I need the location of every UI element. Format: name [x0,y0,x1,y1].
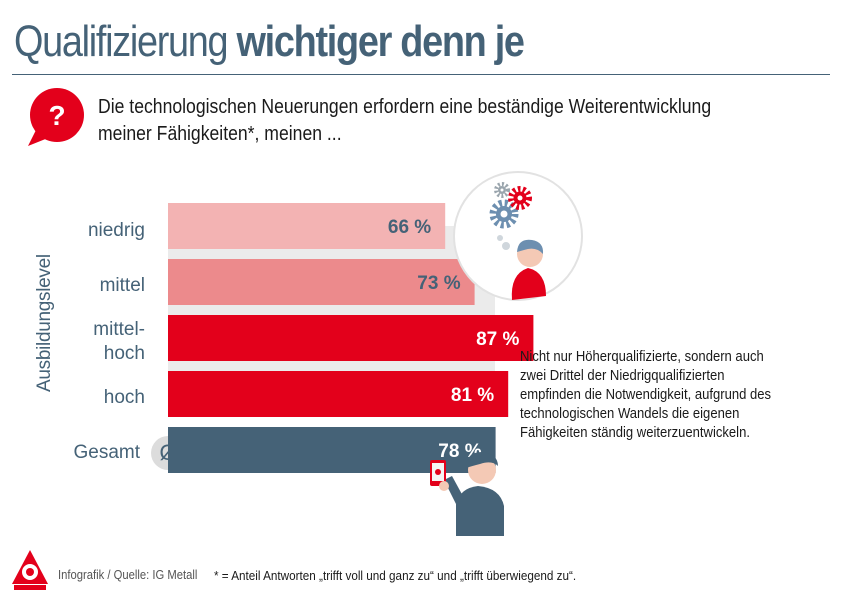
bar-value-label: 81 % [451,385,494,406]
bar-hoch [168,371,509,417]
question-bubble-icon: ? [28,88,84,146]
category-label-gesamt: Gesamt [73,442,140,463]
question-line-2: meiner Fähigkeiten*, meinen ... [98,123,342,145]
note-line: Fähigkeiten ständig weiterzuentwickeln. [520,425,750,441]
thinking-person-illustration [453,171,583,301]
title-light: Qualifizierung [14,17,229,66]
question-line-1: Die technologischen Neuerungen erfordern… [98,96,712,118]
bar-value-label: 73 % [417,273,460,294]
person-with-phone-illustration [430,452,504,536]
category-label-niedrig: niedrig [87,220,145,241]
note-line: technologischen Wandels die eigenen [520,406,740,422]
ig-metall-logo [12,550,48,590]
title-bold: wichtiger denn je [236,17,525,66]
question-text: Die technologischen Neuerungen erfordern… [98,94,711,148]
bar-niedrig [168,203,446,249]
page-title: Qualifizierung wichtiger denn je [14,14,525,70]
bar-value-label: 87 % [476,329,519,350]
gear-icon [489,182,532,229]
category-label-mittel: mittel [99,275,145,296]
title-divider [12,74,830,75]
chart-backdrop [168,226,495,392]
explanation-note: Nicht nur Höherqualifizierte, sondern au… [520,348,781,443]
note-line: zwei Drittel der Niedrigqualifizierten [520,368,725,384]
note-line: empfinden die Notwendigkeit, aufgrund de… [520,387,772,403]
bar-mittel-hoch [168,315,534,361]
svg-text:?: ? [48,100,65,131]
note-line: Nicht nur Höherqualifizierte, sondern au… [520,349,764,365]
bar-mittel [168,259,475,305]
footer-footnote: * = Anteil Antworten „trifft voll und ga… [214,568,577,583]
person-icon [511,239,546,300]
footer-source: Infografik / Quelle: IG Metall [58,568,198,582]
category-label-hoch: hoch [103,387,145,408]
category-label-mittel-hoch: mittel-hoch [93,319,145,364]
bar-value-label: 66 % [388,217,431,238]
